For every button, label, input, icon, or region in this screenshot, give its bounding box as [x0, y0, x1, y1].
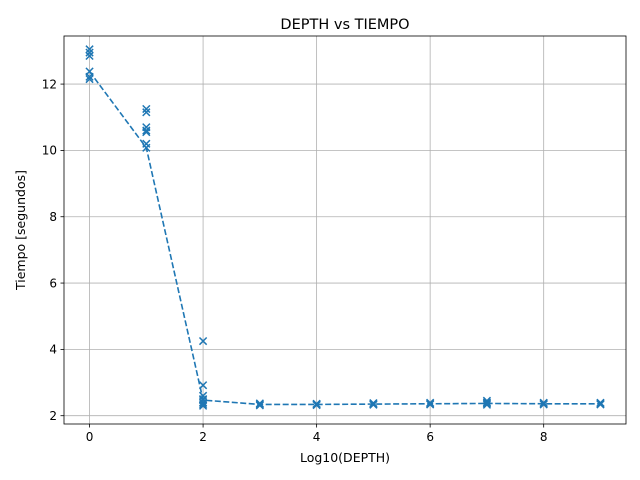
data-point-marker [482, 400, 492, 409]
series-markers [85, 45, 605, 410]
y-tick-label: 10 [42, 144, 57, 158]
axes-frame [63, 35, 627, 425]
data-point-marker [596, 400, 605, 409]
x-axis-label: Log10(DEPTH) [300, 450, 390, 465]
data-point-marker [85, 74, 94, 84]
data-point-marker [198, 401, 208, 410]
series-line [88, 71, 601, 406]
y-tick-label: 8 [49, 210, 57, 224]
data-point-marker [426, 400, 435, 409]
data-point-marker [85, 45, 94, 54]
data-point-marker [85, 48, 94, 57]
data-point-marker [312, 400, 321, 410]
data-point-marker [85, 72, 94, 81]
y-tick-label: 6 [49, 276, 57, 290]
data-point-marker [198, 336, 208, 346]
x-tick-label: 8 [540, 430, 548, 444]
x-tick-label: 4 [313, 430, 321, 444]
data-point-marker [142, 108, 151, 117]
data-point-marker [255, 401, 264, 410]
data-point-marker [85, 51, 94, 61]
ticks: 0 2 4 6 8 2 4 6 8 10 12 [42, 77, 548, 444]
data-point-marker [142, 126, 151, 135]
y-tick-label: 12 [42, 77, 57, 91]
series-dashed-line [88, 71, 601, 406]
data-point-marker [369, 400, 378, 409]
data-point-marker [142, 143, 151, 152]
y-tick-label: 2 [49, 409, 57, 423]
y-tick-label: 4 [49, 343, 57, 357]
y-axis-label: Tiempo [segundos] [13, 170, 28, 291]
data-point-marker [142, 128, 151, 137]
data-point-marker [539, 400, 548, 409]
data-point-marker [482, 399, 492, 408]
data-point-marker [142, 104, 151, 114]
x-tick-label: 2 [199, 430, 207, 444]
chart-title: DEPTH vs TIEMPO [280, 17, 409, 33]
x-tick-label: 6 [426, 430, 434, 444]
data-point-marker [198, 399, 208, 409]
x-tick-label: 0 [86, 430, 94, 444]
data-point-marker [198, 398, 208, 407]
data-point-marker [198, 381, 208, 390]
grid [64, 36, 626, 424]
